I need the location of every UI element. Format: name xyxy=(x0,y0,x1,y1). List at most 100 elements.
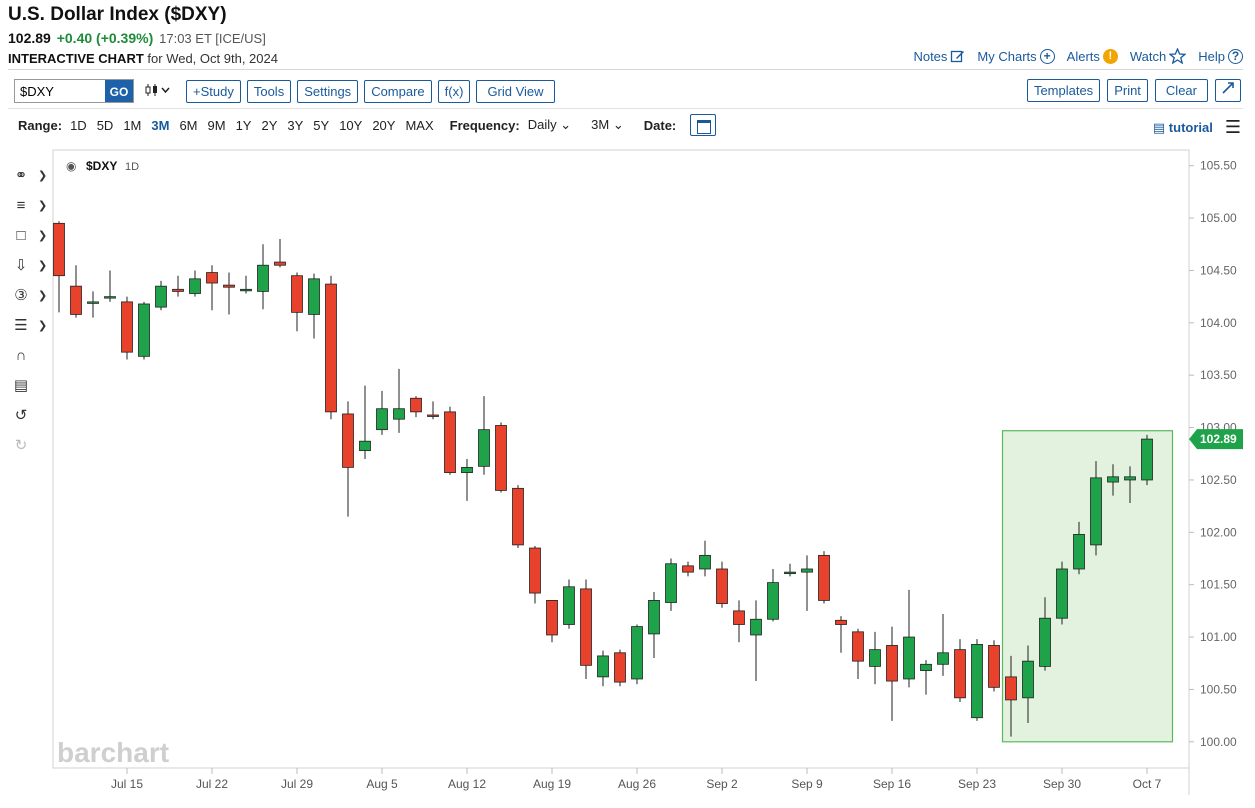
range-20y[interactable]: 20Y xyxy=(372,117,396,133)
clear-button[interactable]: Clear xyxy=(1154,79,1208,102)
range-9m[interactable]: 9M xyxy=(207,117,226,133)
pitchfork-icon: ☰ xyxy=(14,317,28,334)
symbol-input[interactable] xyxy=(15,80,105,102)
candle xyxy=(359,385,371,459)
candle xyxy=(87,291,99,318)
chart-type-dropdown[interactable] xyxy=(144,83,172,100)
candle-body xyxy=(835,619,847,625)
chart-legend: ◉ $DXY 1D xyxy=(66,159,139,173)
header-divider xyxy=(8,69,1243,70)
watch-label: Watch xyxy=(1129,48,1167,64)
candle-body xyxy=(699,554,711,570)
range-3m[interactable]: 3M xyxy=(151,117,170,133)
y-tick-label: 101.50 xyxy=(1200,578,1237,592)
magnet-tool[interactable]: ∩ xyxy=(10,340,50,370)
calendar-icon[interactable] xyxy=(690,114,717,136)
candle-body xyxy=(104,296,116,299)
redo-tool[interactable]: ↻ xyxy=(10,430,50,460)
arrow-tool[interactable]: ⇩ ❯ xyxy=(10,250,50,280)
candle-body xyxy=(597,655,609,678)
fx-button[interactable]: f(x) xyxy=(437,79,471,103)
candle xyxy=(257,244,269,310)
candle-body xyxy=(70,285,82,315)
help-link[interactable]: Help ? xyxy=(1198,48,1243,64)
candle xyxy=(818,551,830,604)
lock-tool[interactable]: ▤ xyxy=(10,370,50,400)
candle xyxy=(393,368,405,433)
range-6m[interactable]: 6M xyxy=(179,117,198,133)
rectangle-tool[interactable]: □ ❯ xyxy=(10,220,50,250)
help-label: Help xyxy=(1198,48,1225,64)
crosshair-icon: ⚭ xyxy=(14,167,28,184)
my-charts-link[interactable]: My Charts + xyxy=(977,48,1055,64)
candle-body xyxy=(461,466,473,474)
x-tick-label: Aug 26 xyxy=(618,777,656,791)
frequency-dropdown[interactable]: Daily ⌄ xyxy=(528,117,571,133)
candle xyxy=(971,639,983,721)
candle xyxy=(801,555,813,611)
candle-body xyxy=(121,301,133,353)
compare-button[interactable]: Compare xyxy=(364,79,432,103)
tutorial-link[interactable]: ▤ tutorial xyxy=(1152,119,1213,135)
range-5y[interactable]: 5Y xyxy=(313,117,330,133)
candle-body xyxy=(1141,438,1153,481)
candle xyxy=(1022,645,1034,723)
chevron-right-icon: ❯ xyxy=(38,259,48,272)
pencil-icon xyxy=(951,50,965,62)
range-5d[interactable]: 5D xyxy=(96,117,114,133)
y-tick-label: 100.00 xyxy=(1200,735,1237,749)
crosshair-tool[interactable]: ⚭ ❯ xyxy=(10,160,50,190)
alerts-link[interactable]: Alerts ! xyxy=(1067,48,1118,64)
range-1y[interactable]: 1Y xyxy=(235,117,252,133)
print-button[interactable]: Print xyxy=(1107,79,1148,102)
eye-icon[interactable]: ◉ xyxy=(66,159,76,173)
range-max[interactable]: MAX xyxy=(405,117,434,133)
chart-toolbar: GO +Study Tools Settings Compare f(x) Gr… xyxy=(14,79,555,103)
toolbar-right: Templates Print Clear xyxy=(1026,79,1241,102)
range-1d[interactable]: 1D xyxy=(70,117,87,133)
notes-link[interactable]: Notes xyxy=(913,49,965,64)
candle xyxy=(869,631,881,685)
tools-button[interactable]: Tools xyxy=(246,79,292,103)
range-3y[interactable]: 3Y xyxy=(287,117,304,133)
last-price: 102.89 xyxy=(8,30,51,46)
expand-button[interactable] xyxy=(1215,79,1241,102)
candle-body xyxy=(325,283,337,413)
candle-body xyxy=(784,571,796,575)
range-10y[interactable]: 10Y xyxy=(339,117,363,133)
range-2y[interactable]: 2Y xyxy=(261,117,278,133)
period-value: 3M xyxy=(591,117,610,132)
counter-tool[interactable]: ③ ❯ xyxy=(10,280,50,310)
study-button[interactable]: +Study xyxy=(186,79,241,103)
period-dropdown[interactable]: 3M ⌄ xyxy=(591,117,624,133)
candle-body xyxy=(563,586,575,625)
undo-icon: ↺ xyxy=(14,407,28,424)
fib-lines-tool[interactable]: ≡ ❯ xyxy=(10,190,50,220)
undo-tool[interactable]: ↺ xyxy=(10,400,50,430)
hamburger-menu-icon[interactable]: ☰ xyxy=(1224,117,1241,137)
candle-body xyxy=(155,285,167,308)
legend-symbol: $DXY xyxy=(86,159,117,173)
candle xyxy=(427,401,439,420)
settings-button[interactable]: Settings xyxy=(297,79,359,103)
candle xyxy=(784,563,796,577)
chevron-right-icon: ❯ xyxy=(38,199,48,212)
watch-link[interactable]: Watch xyxy=(1129,48,1187,64)
pitchfork-tool[interactable]: ☰ ❯ xyxy=(10,310,50,340)
redo-icon: ↻ xyxy=(14,437,28,454)
candle xyxy=(189,270,201,297)
candle-body xyxy=(750,618,762,636)
go-button[interactable]: GO xyxy=(105,80,133,102)
counter-icon: ③ xyxy=(14,287,28,304)
templates-button[interactable]: Templates xyxy=(1026,79,1101,102)
grid-view-button[interactable]: Grid View xyxy=(476,79,555,103)
range-1m[interactable]: 1M xyxy=(123,117,142,133)
candle-body xyxy=(852,631,864,662)
candle-body xyxy=(342,413,354,468)
x-tick-label: Sep 23 xyxy=(958,777,996,791)
x-tick-label: Aug 19 xyxy=(533,777,571,791)
x-tick-label: Jul 15 xyxy=(111,777,143,791)
y-tick-label: 105.50 xyxy=(1200,159,1237,173)
candle xyxy=(461,459,473,501)
